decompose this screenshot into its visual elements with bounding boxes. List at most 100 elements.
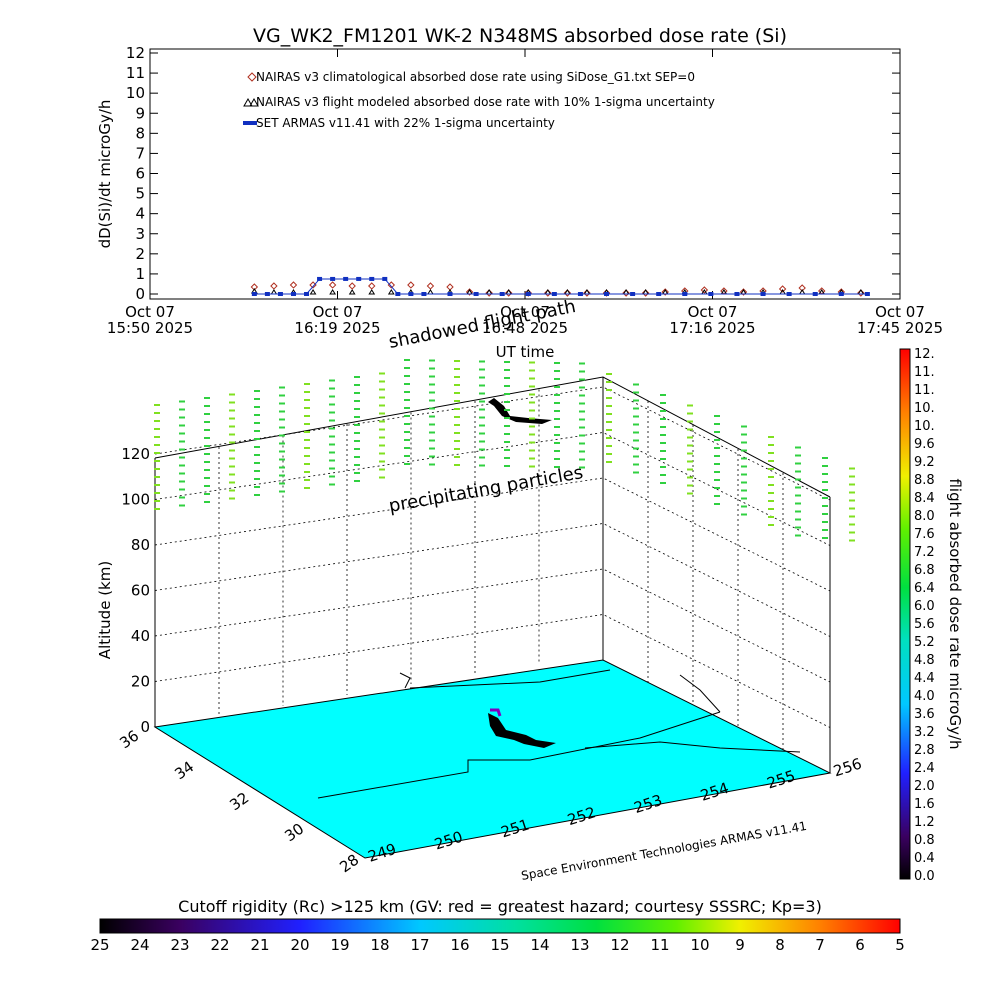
top-plot-series — [250, 276, 870, 297]
altitude-tick-label: 40 — [131, 627, 150, 645]
dose-rate-tick-label: 10. — [914, 401, 935, 416]
dose-rate-tick-label: 7.6 — [914, 527, 935, 542]
top-plot-ylabel: dD(Si)/dt microGy/h — [96, 100, 114, 249]
data-point-triangle — [505, 289, 513, 295]
ytick-label: 12 — [126, 44, 145, 62]
ytick-label: 9 — [135, 104, 145, 122]
latitude-tick-label: 30 — [281, 820, 307, 846]
cutoff-rigidity-tick-label: 13 — [570, 936, 589, 954]
cutoff-rigidity-colorbar-ticks: 25 24 23 22 21 20 19 18 17 16 15 14 13 12 11 10 9 8 7 6 5 — [90, 936, 904, 954]
cutoff-rigidity-tick-label: 5 — [895, 936, 905, 954]
legend-label-nairas-climatological: NAIRAS v3 climatological absorbed dose r… — [256, 70, 695, 84]
dose-rate-tick-label: 5.2 — [914, 635, 935, 650]
altitude-gridlines — [154, 386, 831, 751]
xtick-label-date: Oct 07 — [875, 303, 925, 321]
shadowed-flight-path-track — [488, 398, 552, 424]
cutoff-rigidity-colorbar-label: Cutoff rigidity (Rc) >125 km (GV: red = … — [178, 897, 822, 916]
dose-rate-tick-label: 9.6 — [914, 437, 935, 452]
data-point-diamond — [446, 283, 454, 291]
data-point-diamond — [798, 284, 806, 292]
xtick-label-date: Oct 07 — [313, 303, 363, 321]
altitude-gridline — [154, 432, 831, 546]
series-2 — [251, 276, 870, 296]
cutoff-rigidity-tick-label: 24 — [130, 936, 149, 954]
dose-rate-tick-label: 8.8 — [914, 473, 935, 488]
data-point-diamond — [368, 282, 376, 290]
data-point-triangle — [485, 289, 493, 295]
cutoff-rigidity-tick-label: 21 — [250, 936, 269, 954]
dose-rate-colorbar-ticks: 12. 11. 11. 10. 10. 9.6 9.2 8.8 8.4 8.0 7.6 7.2 6.8 6… — [914, 347, 935, 884]
ytick-label: 0 — [135, 285, 145, 303]
xtick-label-date: Oct 07 — [688, 303, 738, 321]
data-point-triangle — [368, 289, 376, 295]
data-point-diamond — [387, 281, 396, 289]
xtick-label-time: 15:50 2025 — [107, 319, 193, 337]
dose-rate-tick-label: 4.8 — [914, 653, 935, 668]
map-coastlines — [317, 669, 801, 799]
legend-entry-nairas-flight: NAIRAS v3 flight modeled absorbed dose r… — [243, 95, 715, 109]
dose-rate-tick-label: 8.0 — [914, 509, 935, 524]
data-point-triangle — [270, 289, 278, 295]
dose-rate-tick-label: 8.4 — [914, 491, 935, 506]
dose-rate-tick-label: 2.8 — [914, 743, 935, 758]
data-point-triangle — [563, 289, 571, 295]
dose-rate-tick-label: 3.6 — [914, 707, 935, 722]
data-point-triangle — [348, 289, 356, 295]
dose-rate-tick-label: 4.4 — [914, 671, 935, 686]
dose-rate-tick-label: 11. — [914, 365, 935, 380]
data-point-triangle — [622, 289, 630, 295]
cutoff-rigidity-tick-label: 17 — [410, 936, 429, 954]
annotation-precipitating-particles: precipitating particles — [387, 462, 584, 517]
xtick-label-date: Oct 07 — [125, 303, 175, 321]
dose-rate-tick-label: 1.6 — [914, 797, 935, 812]
ytick-label: 5 — [135, 185, 145, 203]
altitude-gridline — [154, 523, 831, 637]
dose-rate-colorbar-fill — [899, 348, 911, 880]
legend-label-nairas-flight: NAIRAS v3 flight modeled absorbed dose r… — [256, 95, 715, 109]
ytick-label: 8 — [135, 124, 145, 142]
dose-rate-tick-label: 7.2 — [914, 545, 935, 560]
data-point-diamond — [818, 287, 826, 295]
longitude-axis-label: Space Environment Technologies ARMAS v11… — [520, 819, 808, 883]
data-point-triangle — [329, 289, 337, 295]
altitude-tick-label: 20 — [131, 673, 150, 691]
data-point-diamond — [407, 281, 415, 289]
cutoff-rigidity-tick-label: 23 — [170, 936, 189, 954]
data-point-diamond — [348, 282, 356, 290]
legend-diamond-marker — [247, 72, 257, 82]
latitude-tick-label: 36 — [116, 727, 142, 753]
dose-rate-tick-label: 3.2 — [914, 725, 935, 740]
data-point-triangle — [857, 289, 865, 295]
data-point-diamond — [328, 281, 337, 289]
ytick-label: 10 — [126, 84, 145, 102]
cutoff-rigidity-tick-label: 22 — [210, 936, 229, 954]
dose-rate-tick-label: 2.4 — [914, 761, 935, 776]
cutoff-rigidity-map — [153, 659, 832, 859]
altitude-gridline — [154, 614, 831, 728]
altitude-tick-label: 80 — [131, 536, 150, 554]
figure-title: VG_WK2_FM1201 WK-2 N348MS absorbed dose … — [253, 25, 787, 47]
legend-entry-set-armas: SET ARMAS v11.41 with 22% 1-sigma uncert… — [243, 116, 555, 130]
dose-rate-tick-label: 4.0 — [914, 689, 935, 704]
back-wall-left — [155, 410, 219, 727]
ytick-label: 2 — [135, 245, 145, 263]
dose-rate-tick-label: 1.2 — [914, 815, 935, 830]
cutoff-rigidity-colorbar-fill — [99, 918, 901, 934]
xtick-label-time: 17:16 2025 — [669, 319, 755, 337]
cutoff-rigidity-tick-label: 15 — [490, 936, 509, 954]
dose-rate-tick-label: 0.8 — [914, 833, 935, 848]
cutoff-rigidity-colorbar: Cutoff rigidity (Rc) >125 km (GV: red = … — [90, 897, 904, 954]
top-plot-frame — [149, 48, 901, 300]
legend-entry-nairas-climatological: NAIRAS v3 climatological absorbed dose r… — [247, 70, 695, 84]
data-point-diamond — [720, 287, 728, 295]
data-point-diamond — [250, 283, 259, 291]
cutoff-rigidity-tick-label: 9 — [735, 936, 745, 954]
data-point-triangle — [798, 289, 806, 295]
altitude-tick-label: 100 — [121, 491, 150, 509]
dose-rate-tick-label: 2.0 — [914, 779, 935, 794]
xtick-label-time: 16:19 2025 — [294, 319, 380, 337]
latitude-tick-label: 32 — [226, 789, 252, 815]
altitude-tick-label: 120 — [121, 445, 150, 463]
